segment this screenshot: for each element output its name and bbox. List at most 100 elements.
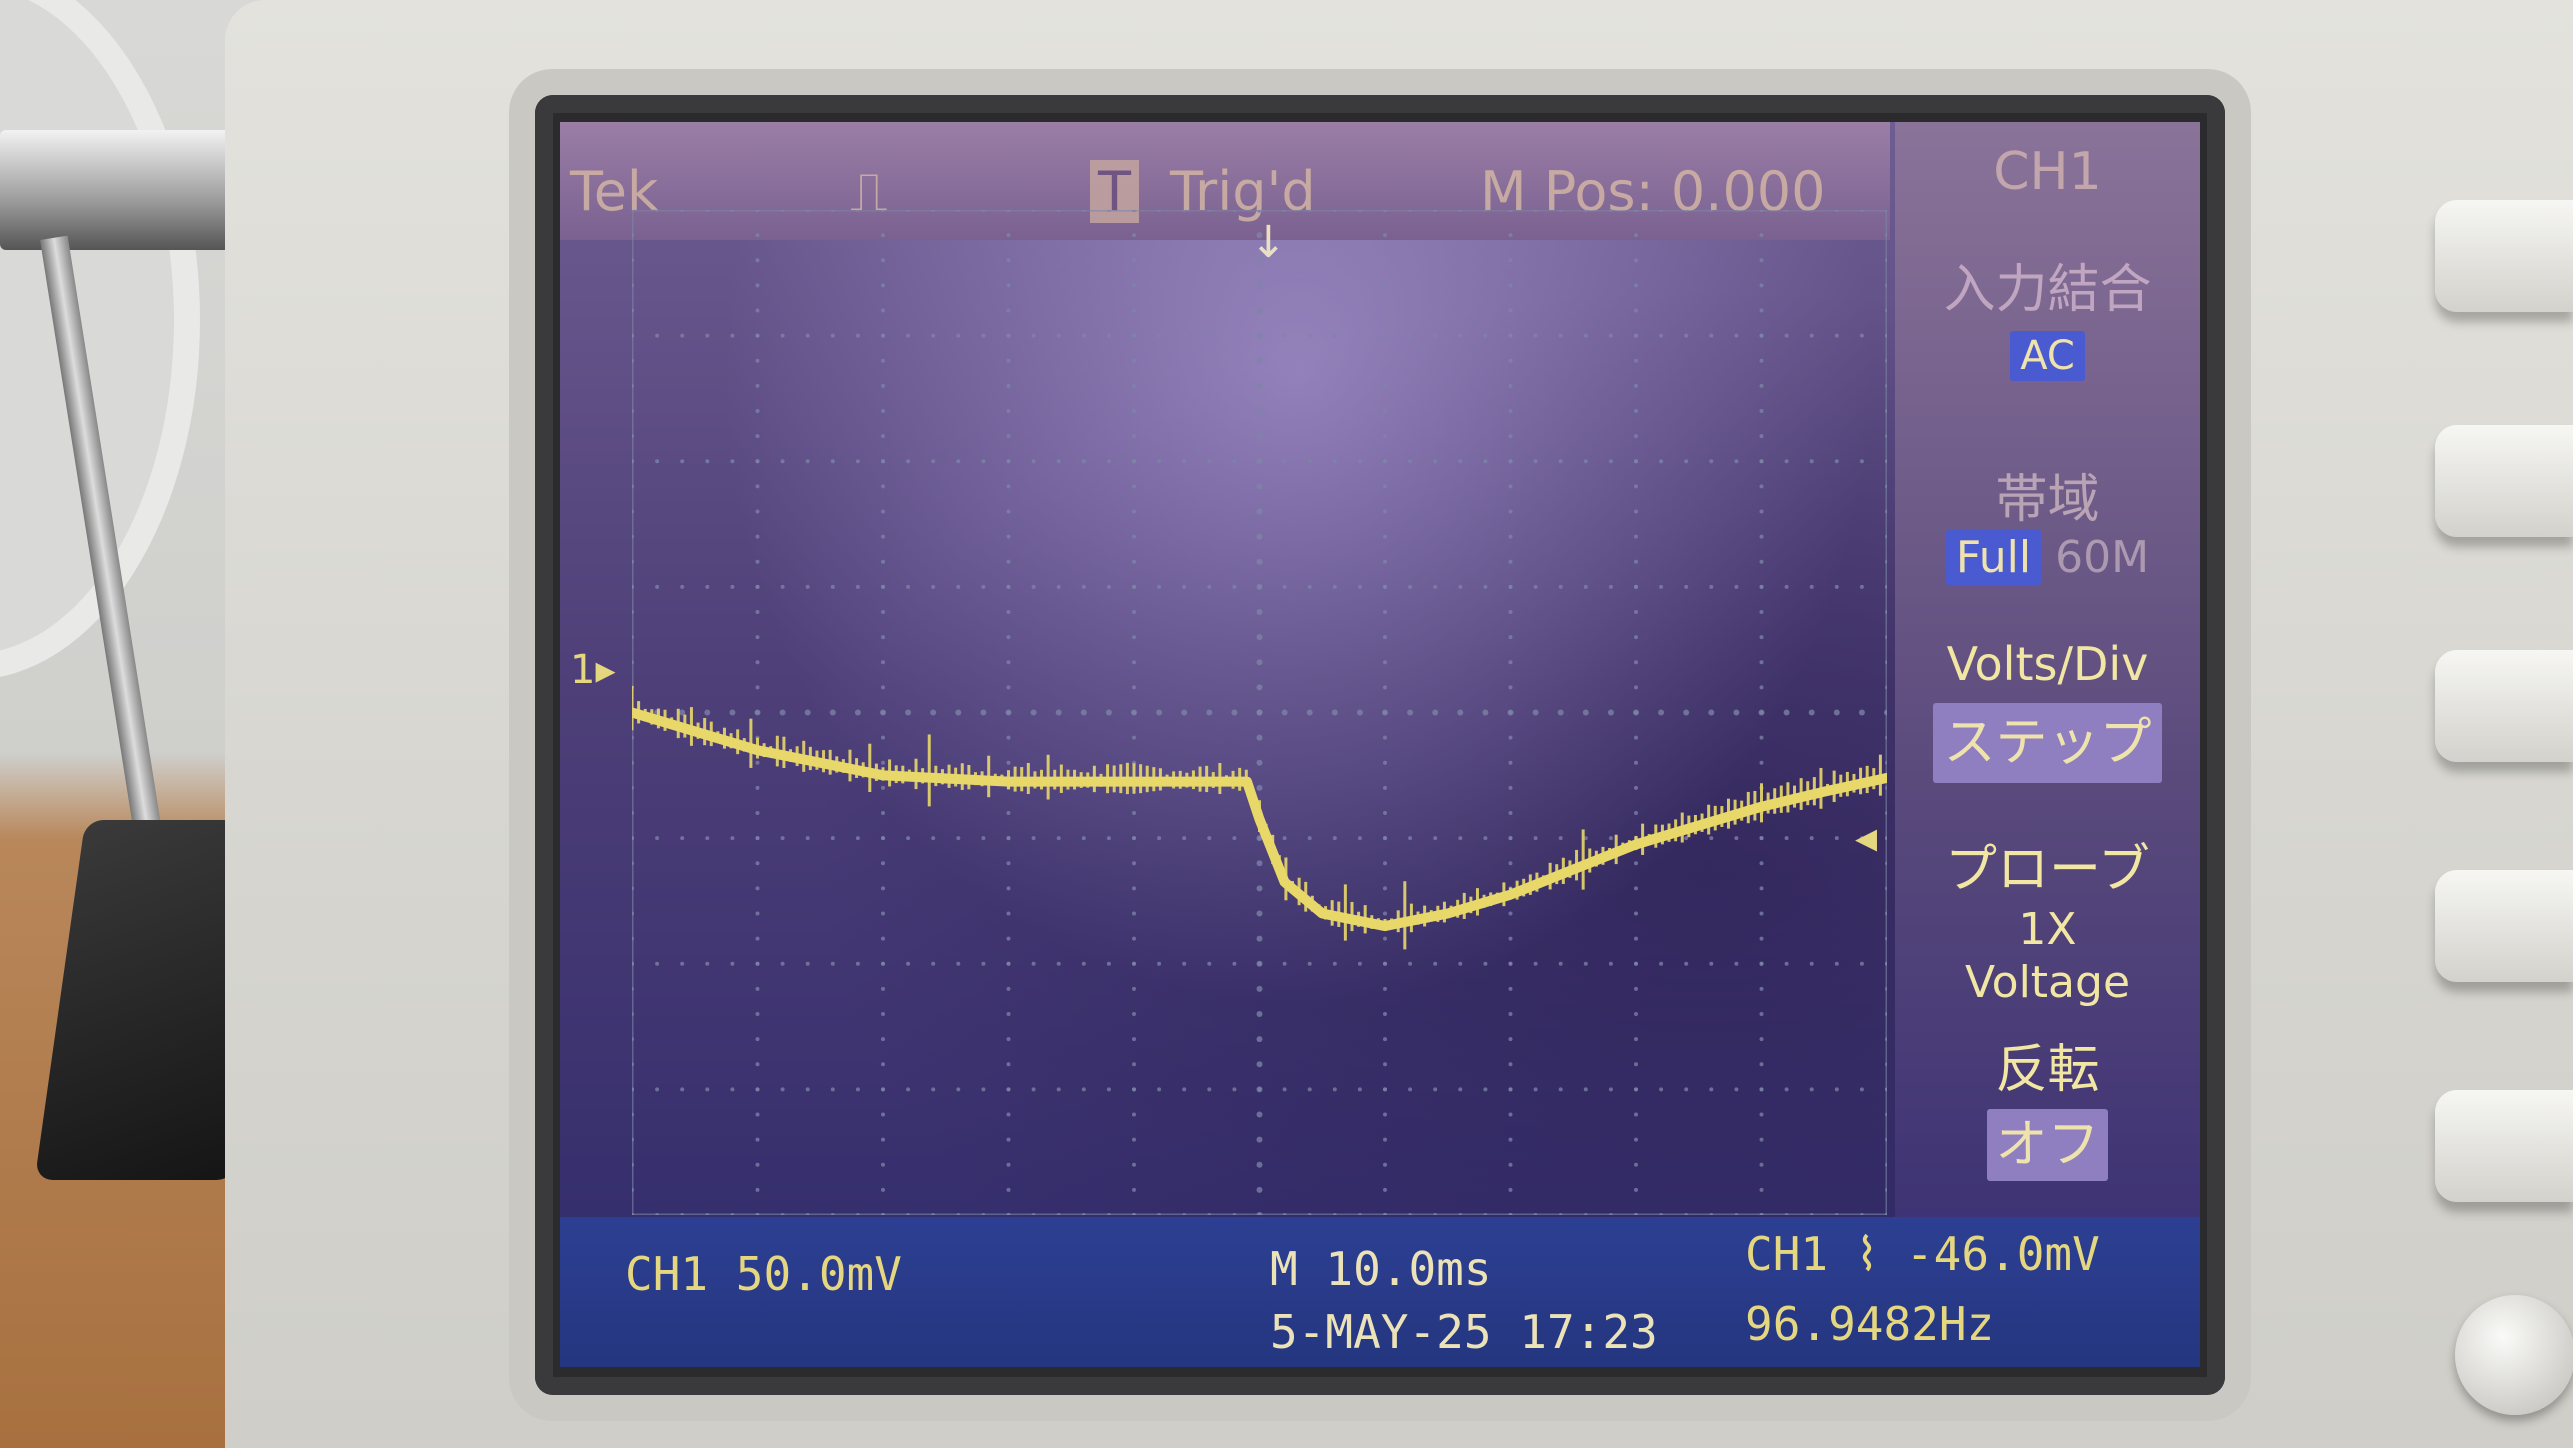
bandwidth-full-option[interactable]: Full xyxy=(1945,530,2042,585)
menu-button-2[interactable] xyxy=(2435,425,2573,537)
grid-dot xyxy=(1132,258,1136,263)
grid-dot xyxy=(1583,333,1588,338)
menu-button-3[interactable] xyxy=(2435,650,2573,762)
grid-dot xyxy=(1608,333,1613,338)
brand-label: Tek xyxy=(570,160,659,223)
grid-dot xyxy=(1006,308,1011,313)
grid-dot xyxy=(1256,1186,1263,1193)
grid-dot xyxy=(655,459,660,464)
grid-dot xyxy=(1458,333,1463,338)
grid-dot xyxy=(1533,836,1538,841)
grid-dot xyxy=(755,484,760,489)
grid-dot xyxy=(1759,936,1764,941)
grid-dot xyxy=(1006,911,1011,916)
grid-dot xyxy=(1408,333,1413,338)
grid-dot xyxy=(1031,333,1036,338)
volts-div-value[interactable]: ステップ xyxy=(1933,703,2162,783)
bandwidth-label[interactable]: 帯域 xyxy=(1995,470,2100,530)
grid-dot xyxy=(755,333,760,338)
grid-dot xyxy=(881,660,885,665)
menu-button-1[interactable] xyxy=(2435,200,2573,312)
grid-dot xyxy=(881,459,885,464)
invert-label[interactable]: 反転 xyxy=(1995,1040,2100,1100)
grid-dot xyxy=(881,1037,885,1042)
grid-dot xyxy=(1383,1162,1387,1167)
menu-button-4[interactable] xyxy=(2435,870,2573,982)
grid-dot xyxy=(1383,409,1387,413)
grid-dot xyxy=(1433,836,1438,841)
grid-dot xyxy=(1207,584,1212,589)
grid-dot xyxy=(779,709,786,716)
grid-dot xyxy=(1257,836,1262,841)
lab-stand-clamp xyxy=(0,130,230,250)
grid-dot xyxy=(1383,660,1387,665)
grid-dot xyxy=(1558,333,1563,338)
grid-dot xyxy=(956,836,961,841)
grid-dot xyxy=(1383,911,1387,916)
grid-dot xyxy=(1634,886,1638,891)
grid-dot xyxy=(755,936,760,941)
horizontal-position: M Pos: 0.000 xyxy=(1480,160,1826,223)
grid-dot xyxy=(1157,333,1162,338)
grid-dot xyxy=(1332,1087,1337,1092)
grid-dot xyxy=(1508,409,1513,413)
grid-dot xyxy=(1508,1037,1513,1042)
grid-dot xyxy=(1006,1137,1011,1142)
grid-dot xyxy=(1734,584,1739,589)
grid-dot xyxy=(1558,1087,1563,1092)
grid-dot xyxy=(680,333,685,338)
grid-dot xyxy=(1006,1112,1011,1117)
grid-dot xyxy=(1256,1161,1263,1168)
grid-dot xyxy=(1081,459,1086,464)
grid-dot xyxy=(956,584,961,589)
grid-dot xyxy=(1006,559,1011,564)
grid-dot xyxy=(1256,910,1263,917)
grid-dot xyxy=(1257,459,1262,464)
grid-dot xyxy=(805,584,810,589)
grid-dot xyxy=(1006,509,1011,514)
grid-dot xyxy=(1132,1137,1136,1142)
grid-dot xyxy=(1634,383,1638,388)
grid-dot xyxy=(680,459,685,464)
grid-dot xyxy=(1256,634,1263,641)
probe-label[interactable]: プローブ xyxy=(1945,840,2150,900)
grid-dot xyxy=(1759,1037,1764,1042)
grid-dot xyxy=(1256,357,1263,364)
grid-dot xyxy=(1634,283,1638,288)
grid-dot xyxy=(1759,484,1764,489)
grid-dot xyxy=(1383,685,1387,690)
timebase-readout: M 10.0ms xyxy=(1270,1242,1492,1296)
grid-dot xyxy=(1809,459,1814,464)
grid-dot xyxy=(881,1087,885,1092)
menu-button-5[interactable] xyxy=(2435,1090,2573,1202)
coupling-label[interactable]: 入力結合 xyxy=(1943,260,2152,320)
grid-dot xyxy=(1383,534,1387,539)
grid-dot xyxy=(1634,936,1638,941)
grid-dot xyxy=(1508,635,1513,640)
grid-dot xyxy=(755,1012,760,1016)
bandwidth-60m-option[interactable]: 60M xyxy=(2055,532,2150,583)
grid-dot xyxy=(1132,459,1136,464)
volts-div-label[interactable]: Volts/Div xyxy=(1946,637,2149,691)
grid-dot xyxy=(1859,836,1864,841)
grid-dot xyxy=(1256,759,1263,766)
grid-dot xyxy=(1759,760,1764,765)
grid-dot xyxy=(1834,961,1839,966)
grid-dot xyxy=(881,1137,885,1142)
grid-dot xyxy=(1357,1087,1362,1092)
grid-dot xyxy=(1659,1087,1664,1092)
invert-value[interactable]: オフ xyxy=(1987,1109,2108,1181)
grid-dot xyxy=(1583,584,1588,589)
grid-dot xyxy=(1532,709,1539,716)
coupling-value[interactable]: AC xyxy=(2010,331,2085,381)
grid-dot xyxy=(705,1087,710,1092)
grid-dot xyxy=(1634,685,1638,690)
grid-dot xyxy=(1282,459,1287,464)
grid-dot xyxy=(780,961,785,966)
grid-dot xyxy=(906,836,911,841)
control-knob[interactable] xyxy=(2455,1295,2573,1415)
grid-dot xyxy=(1508,936,1513,941)
grid-dot xyxy=(1056,961,1061,966)
grid-dot xyxy=(1157,459,1162,464)
grid-dot xyxy=(1808,709,1815,716)
